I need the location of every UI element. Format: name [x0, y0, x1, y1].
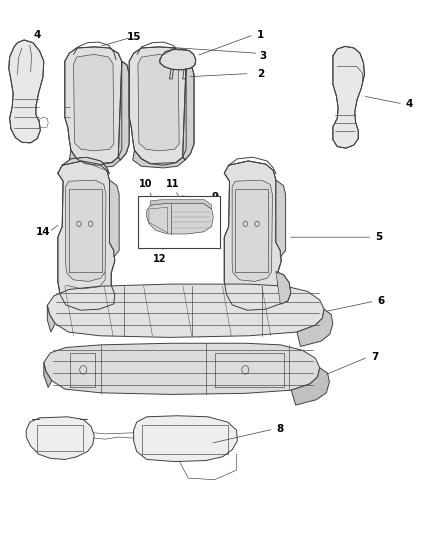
- Polygon shape: [44, 343, 320, 394]
- Text: 10: 10: [139, 179, 152, 189]
- Polygon shape: [276, 272, 291, 304]
- Polygon shape: [291, 368, 329, 405]
- Text: 9: 9: [211, 192, 218, 202]
- Text: 2: 2: [257, 69, 264, 78]
- Text: 5: 5: [375, 232, 382, 242]
- Text: 15: 15: [126, 33, 141, 42]
- Polygon shape: [138, 54, 179, 151]
- Text: 11: 11: [166, 179, 180, 189]
- Polygon shape: [133, 150, 185, 168]
- Polygon shape: [9, 40, 44, 143]
- Polygon shape: [160, 49, 196, 70]
- Polygon shape: [58, 161, 115, 310]
- Polygon shape: [134, 416, 237, 462]
- Polygon shape: [232, 180, 272, 281]
- Text: 14: 14: [35, 227, 50, 237]
- Polygon shape: [26, 417, 94, 459]
- Polygon shape: [65, 47, 122, 165]
- Text: 1: 1: [257, 30, 264, 39]
- Polygon shape: [44, 362, 52, 387]
- Text: 12: 12: [153, 254, 166, 264]
- Polygon shape: [110, 180, 119, 257]
- Polygon shape: [62, 157, 110, 174]
- Text: 7: 7: [371, 352, 378, 362]
- Polygon shape: [66, 180, 106, 281]
- Polygon shape: [69, 150, 120, 168]
- Polygon shape: [47, 284, 324, 337]
- Text: 6: 6: [378, 296, 385, 306]
- Polygon shape: [333, 46, 364, 148]
- Text: 4: 4: [34, 30, 41, 39]
- Polygon shape: [150, 199, 212, 209]
- Polygon shape: [147, 204, 213, 234]
- Polygon shape: [47, 305, 55, 332]
- Polygon shape: [276, 180, 286, 257]
- Polygon shape: [129, 47, 186, 165]
- Polygon shape: [74, 54, 114, 151]
- Polygon shape: [297, 309, 333, 346]
- Text: 4: 4: [406, 99, 413, 109]
- Polygon shape: [118, 61, 129, 160]
- Polygon shape: [183, 61, 194, 160]
- Text: 3: 3: [259, 51, 266, 61]
- Text: 8: 8: [277, 424, 284, 434]
- FancyBboxPatch shape: [138, 196, 220, 248]
- Polygon shape: [224, 161, 281, 310]
